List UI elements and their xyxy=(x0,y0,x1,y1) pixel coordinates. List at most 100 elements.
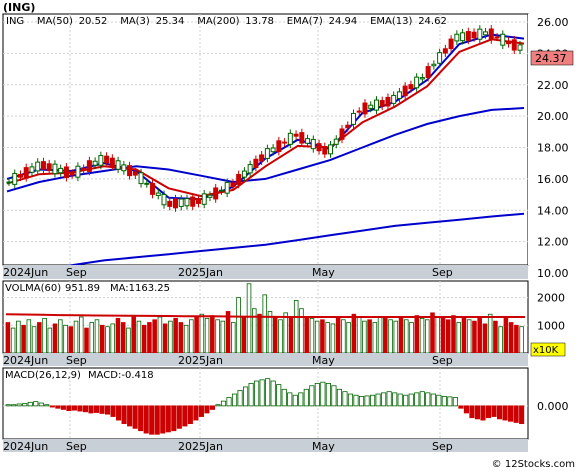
candle-body xyxy=(69,172,75,176)
candle-body xyxy=(408,84,414,90)
candle-body xyxy=(385,96,391,107)
candle-body xyxy=(46,163,52,172)
indicator-value: 24.62 xyxy=(418,16,447,27)
indicator-label: MA(200) xyxy=(197,16,239,27)
x-tick-label: Sep xyxy=(432,266,453,279)
volume-x-axis-band xyxy=(3,353,528,366)
candle-body xyxy=(414,76,420,89)
macd-bar xyxy=(259,379,265,407)
macd-bar xyxy=(519,405,525,425)
macd-bar xyxy=(414,392,420,407)
volume-y-tick-label: 2000 xyxy=(537,292,565,305)
volume-bar xyxy=(157,316,163,354)
volume-bar xyxy=(393,320,399,354)
x-tick-label: 2024Jun xyxy=(3,440,48,453)
candle-body xyxy=(368,104,374,109)
macd-bar xyxy=(408,393,414,407)
volume-bar xyxy=(42,317,47,354)
macd-bar xyxy=(342,391,348,407)
macd-bars xyxy=(5,378,525,435)
candle-body xyxy=(494,36,500,39)
volume-bar xyxy=(482,323,488,354)
candle-body xyxy=(138,172,144,185)
volume-bar xyxy=(231,322,236,354)
macd-y-tick-label: 0.000 xyxy=(537,400,569,413)
macd-bar xyxy=(491,405,497,417)
macd-bar xyxy=(231,393,238,407)
candle-body xyxy=(17,173,23,178)
macd-bar xyxy=(160,405,166,434)
candle-body xyxy=(75,165,81,178)
candle-body xyxy=(35,161,41,172)
macd-bar xyxy=(66,405,72,412)
macd-bar xyxy=(292,394,298,407)
macd-bar xyxy=(237,390,243,407)
volume-bar xyxy=(367,319,372,354)
candle-body xyxy=(58,167,64,174)
candle-body xyxy=(419,77,425,80)
candle-body xyxy=(396,91,402,99)
volume-bar xyxy=(31,326,37,354)
macd-bar xyxy=(171,405,177,432)
volume-bar xyxy=(409,322,414,354)
macd-bar xyxy=(149,405,155,435)
volume-bar xyxy=(63,324,68,354)
volume-value: 951.89 xyxy=(65,283,100,294)
macd-bar xyxy=(116,405,122,421)
candle-body xyxy=(391,94,397,104)
volume-bar xyxy=(73,320,79,354)
x-tick-label: 2025Jan xyxy=(178,354,223,367)
candle-body xyxy=(454,33,460,42)
macd-x-axis-band xyxy=(3,439,528,452)
macd-bar xyxy=(220,400,227,407)
volume-bar xyxy=(461,316,467,354)
volume-bar xyxy=(131,316,136,354)
volume-bar xyxy=(204,317,210,354)
volume-bar xyxy=(47,327,53,354)
indicator-label: ING xyxy=(6,16,24,27)
candle-body xyxy=(161,193,167,206)
macd-bar xyxy=(513,405,519,423)
indicator-label: MA(50) xyxy=(37,16,73,27)
chart-title: (ING) xyxy=(3,1,35,14)
volume-bar xyxy=(126,327,131,354)
indicator-value: 25.34 xyxy=(156,16,185,27)
candle-body xyxy=(247,164,253,174)
volume-bar xyxy=(362,320,367,354)
candle-body xyxy=(132,171,138,176)
candle-body xyxy=(86,160,92,172)
candle-body xyxy=(356,110,362,113)
volume-bar xyxy=(503,316,509,354)
macd-bar xyxy=(287,392,293,407)
volume-bar xyxy=(225,311,231,354)
macd-bar xyxy=(447,396,453,407)
x-tick-label: Sep xyxy=(432,440,453,453)
volume-bar xyxy=(498,326,503,354)
volume-bar xyxy=(383,317,388,354)
macd-bar xyxy=(496,405,503,420)
macd-bar xyxy=(93,405,100,413)
macd-bar xyxy=(154,405,160,435)
candle-body xyxy=(442,48,448,54)
volume-bar xyxy=(398,316,404,354)
macd-value-label: MACD:-0.418 xyxy=(88,370,154,381)
volume-bar xyxy=(514,324,519,354)
macd-bar xyxy=(397,393,403,407)
macd-bar xyxy=(425,392,431,407)
volume-bar xyxy=(110,323,115,354)
price-y-tick-label: 12.00 xyxy=(537,236,569,249)
price-y-tick-label: 26.00 xyxy=(537,16,569,29)
x-tick-label: May xyxy=(312,440,335,453)
watermark: © 12Stocks.com xyxy=(492,459,575,470)
macd-bar xyxy=(204,405,210,414)
volume-bar xyxy=(262,294,268,354)
volume-bar xyxy=(341,319,346,354)
candle-body xyxy=(339,128,345,140)
macd-bar xyxy=(347,393,354,407)
macd-bar xyxy=(187,405,193,425)
volume-bar xyxy=(299,308,304,354)
macd-bar xyxy=(254,380,260,407)
volume-bar xyxy=(388,319,393,354)
candle-body xyxy=(379,100,385,107)
x-tick-label: 2025Jan xyxy=(178,440,223,453)
